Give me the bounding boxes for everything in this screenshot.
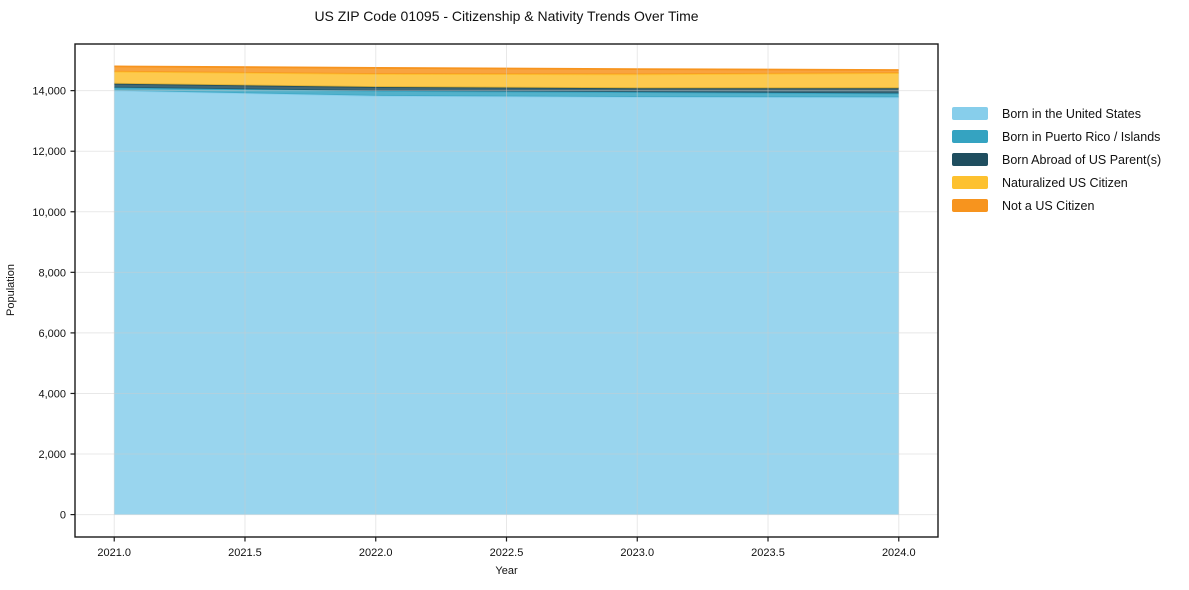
x-tick-label: 2021.0 bbox=[97, 547, 131, 559]
legend-item-born-in-puerto-rico-islands: Born in Puerto Rico / Islands bbox=[952, 125, 1161, 148]
y-tick-label: 0 bbox=[60, 510, 66, 522]
legend-item-born-in-the-united-states: Born in the United States bbox=[952, 102, 1161, 125]
x-tick-label: 2022.5 bbox=[490, 547, 524, 559]
legend-swatch-icon bbox=[952, 107, 988, 120]
chart-title: US ZIP Code 01095 - Citizenship & Nativi… bbox=[314, 8, 699, 24]
x-tick-label: 2022.0 bbox=[359, 547, 393, 559]
legend-item-naturalized-us-citizen: Naturalized US Citizen bbox=[952, 171, 1161, 194]
legend-swatch-icon bbox=[952, 153, 988, 166]
area-naturalized-us-citizen bbox=[114, 71, 899, 89]
y-tick-label: 8,000 bbox=[38, 267, 66, 279]
legend-label: Born Abroad of US Parent(s) bbox=[1002, 152, 1162, 167]
x-tick-label: 2021.5 bbox=[228, 547, 262, 559]
y-tick-label: 14,000 bbox=[32, 86, 66, 98]
y-tick-label: 6,000 bbox=[38, 328, 66, 340]
legend: Born in the United States Born in Puerto … bbox=[952, 102, 1161, 217]
area-born-in-the-united-states bbox=[114, 90, 899, 515]
y-axis-label: Population bbox=[5, 264, 17, 317]
x-tick-label: 2023.5 bbox=[751, 547, 785, 559]
x-tick-label: 2024.0 bbox=[882, 547, 916, 559]
legend-item-born-abroad-of-us-parent-s: Born Abroad of US Parent(s) bbox=[952, 148, 1161, 171]
y-tick-label: 12,000 bbox=[32, 146, 66, 158]
legend-item-not-a-us-citizen: Not a US Citizen bbox=[952, 194, 1161, 217]
edge-line-not-a-us-citizen bbox=[114, 65, 899, 71]
legend-label: Born in Puerto Rico / Islands bbox=[1002, 129, 1161, 144]
y-tick-label: 2,000 bbox=[38, 449, 66, 461]
area-born-abroad-of-us-parent-s bbox=[114, 83, 899, 94]
y-tick-label: 4,000 bbox=[38, 388, 66, 400]
legend-label: Naturalized US Citizen bbox=[1002, 175, 1128, 190]
y-tick-label: 10,000 bbox=[32, 207, 66, 219]
legend-swatch-icon bbox=[952, 199, 988, 212]
x-axis-label: Year bbox=[495, 565, 518, 577]
area-born-in-puerto-rico-islands bbox=[114, 87, 899, 98]
x-tick-label: 2023.0 bbox=[620, 547, 654, 559]
legend-label: Born in the United States bbox=[1002, 106, 1141, 121]
legend-swatch-icon bbox=[952, 130, 988, 143]
legend-label: Not a US Citizen bbox=[1002, 198, 1095, 213]
legend-swatch-icon bbox=[952, 176, 988, 189]
